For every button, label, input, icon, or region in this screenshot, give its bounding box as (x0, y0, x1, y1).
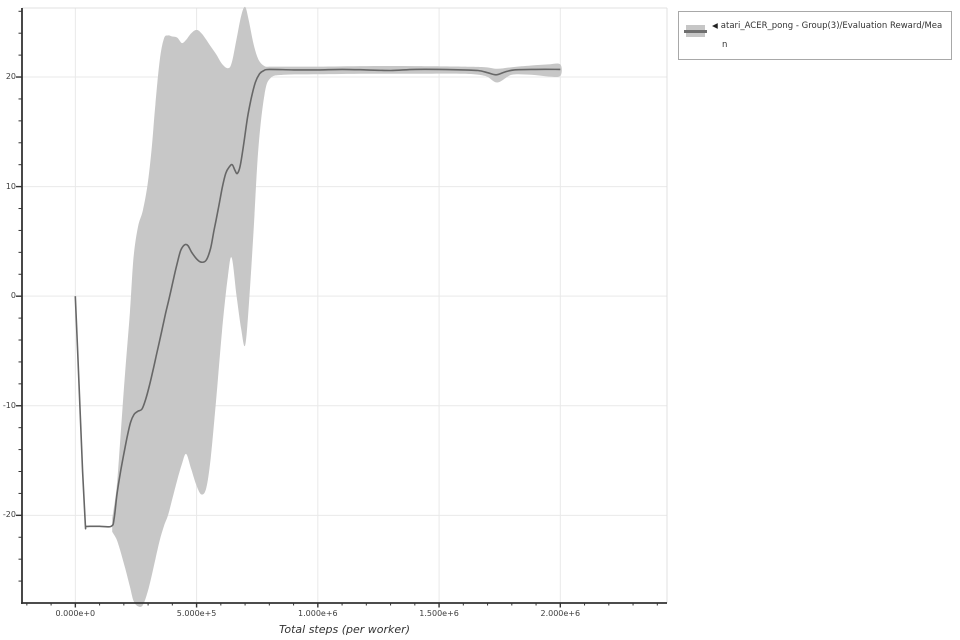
legend-label-text: atari_ACER_pong - Group(3)/Evaluation Re… (720, 21, 943, 31)
confidence-band (112, 6, 562, 607)
y-tick-label: -20 (2, 510, 16, 520)
band-swatch-icon (684, 25, 707, 37)
legend: ◀ atari_ACER_pong - Group(3)/Evaluation R… (678, 11, 952, 60)
y-tick-label: 20 (5, 72, 16, 82)
y-tick-label: 10 (5, 181, 16, 191)
y-tick-label: -10 (2, 400, 16, 410)
mean-line (74, 68, 561, 530)
x-tick-label: 1.000e+6 (298, 609, 338, 618)
x-axis-title: Total steps (per worker) (279, 623, 410, 636)
left-triangle-marker-icon: ◀ (712, 21, 718, 30)
legend-label: ◀ atari_ACER_pong - Group(3)/Evaluation R… (712, 20, 944, 51)
x-tick-label: 2.000e+6 (540, 609, 581, 618)
mean-line-swatch-icon (684, 30, 707, 33)
x-tick-label: 5.000e+5 (176, 609, 217, 618)
x-tick-label: 1.500e+6 (419, 609, 459, 618)
legend-label-line2: n (722, 40, 728, 50)
y-tick-label: 0 (10, 291, 16, 301)
x-tick-label: 0.000e+0 (55, 609, 96, 618)
legend-label-line1: ◀ atari_ACER_pong - Group(3)/Evaluation R… (712, 20, 944, 32)
